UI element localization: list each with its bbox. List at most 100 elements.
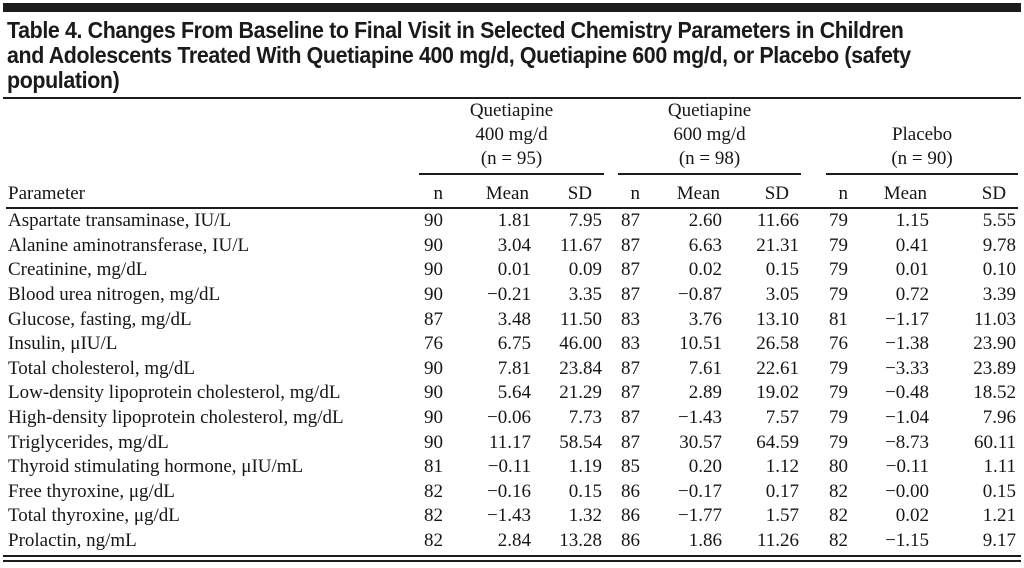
value-cell: −0.11 [487, 456, 531, 478]
column-gap [801, 504, 826, 529]
table-row: Blood urea nitrogen, mg/dL 90 −0.21 3.35 87 −… [6, 283, 1018, 308]
table-row: Insulin, μIU/L 76 6.75 46.00 83 10.51 26.58 76 −… [6, 332, 1018, 357]
bottom-double-rule [3, 555, 1021, 563]
value-cell: 0.15 [982, 480, 1017, 502]
value-cell: 81 [424, 456, 443, 478]
value-cell: 3.76 [688, 308, 723, 330]
group-gap [604, 99, 618, 174]
column-header-row: Parameter n Mean SD n Mean SD n Mean SD [6, 174, 1019, 209]
parameter-cell: Low-density lipoprotein cholesterol, mg/… [8, 382, 341, 404]
value-cell: 7.57 [765, 407, 800, 429]
value-cell: 90 [424, 382, 443, 404]
group-label-line: Quetiapine [667, 100, 752, 121]
table-row: Low-density lipoprotein cholesterol, mg/… [6, 381, 1018, 406]
value-cell: 79 [829, 234, 849, 256]
value-cell: 1.15 [895, 210, 930, 232]
value-cell: 79 [829, 382, 849, 404]
value-cell: 23.90 [973, 333, 1017, 355]
value-cell: 13.10 [756, 308, 800, 330]
value-cell: 1.81 [497, 210, 531, 232]
column-gap [604, 258, 618, 283]
value-cell: 82 [424, 480, 443, 502]
value-cell: 7.95 [568, 210, 603, 232]
q600-sd-header: SD [724, 174, 802, 209]
value-cell: 79 [829, 284, 849, 306]
value-cell: 87 [621, 382, 641, 404]
table-body: Aspartate transaminase, IU/L 90 1.81 7.95 87… [6, 208, 1018, 553]
column-gap [604, 430, 618, 455]
value-cell: 6.75 [497, 333, 531, 355]
value-cell: 0.01 [895, 259, 930, 281]
q400-n-header: n [419, 174, 445, 209]
value-cell: 0.41 [895, 234, 930, 256]
value-cell: 79 [829, 407, 849, 429]
value-cell: 7.73 [568, 407, 603, 429]
value-cell: 13.28 [559, 530, 603, 552]
value-cell: 23.89 [973, 357, 1017, 379]
value-cell: −0.16 [487, 480, 531, 502]
value-cell: 3.48 [497, 308, 531, 330]
table-title: Table 4. Changes From Baseline to Final … [7, 18, 1024, 93]
column-gap [604, 332, 618, 357]
value-cell: 90 [424, 284, 443, 306]
column-gap [801, 480, 826, 505]
group-header-row: Quetiapine 400 mg/d (n = 95) Quetiapine … [6, 99, 1019, 175]
column-gap [604, 208, 618, 234]
value-cell: 90 [424, 407, 443, 429]
value-cell: 90 [424, 234, 443, 256]
value-cell: 87 [621, 407, 641, 429]
value-cell: 1.11 [983, 456, 1017, 478]
value-cell: 83 [621, 333, 641, 355]
value-cell: 64.59 [756, 431, 800, 453]
value-cell: 79 [829, 210, 849, 232]
value-cell: 87 [621, 210, 641, 232]
parameter-cell: Triglycerides, mg/dL [8, 431, 169, 453]
column-gap [801, 234, 826, 259]
table-row: Aspartate transaminase, IU/L 90 1.81 7.95 87… [6, 208, 1018, 234]
value-cell: 90 [424, 259, 443, 281]
value-cell: 9.17 [982, 530, 1017, 552]
column-gap [604, 357, 618, 382]
q600-mean-header: Mean [642, 174, 725, 209]
group-label-line: 400 mg/d [475, 124, 548, 145]
value-cell: −1.17 [885, 308, 930, 330]
value-cell: 80 [829, 456, 849, 478]
value-cell: −1.43 [678, 407, 723, 429]
column-gap [604, 480, 618, 505]
column-gap [604, 283, 618, 308]
parameter-cell: Creatinine, mg/dL [8, 259, 148, 281]
value-cell: 1.21 [982, 505, 1017, 527]
group-header-spacer [6, 99, 419, 174]
value-cell: 3.35 [568, 284, 603, 306]
value-cell: 85 [621, 456, 641, 478]
value-cell: 0.72 [895, 284, 930, 306]
value-cell: 83 [621, 308, 641, 330]
value-cell: 11.67 [559, 234, 603, 256]
value-cell: 18.52 [973, 382, 1017, 404]
value-cell: 87 [621, 431, 641, 453]
column-gap [604, 381, 618, 406]
table-row: Total cholesterol, mg/dL 90 7.81 23.84 87 7.6… [6, 357, 1018, 382]
value-cell: 82 [829, 480, 849, 502]
value-cell: 86 [621, 480, 641, 502]
group-label-line: 600 mg/d [673, 124, 746, 145]
table-row: Triglycerides, mg/dL 90 11.17 58.54 87 30.57 6… [6, 430, 1018, 455]
value-cell: 11.50 [559, 308, 603, 330]
value-cell: 3.05 [765, 284, 800, 306]
table-row: Glucose, fasting, mg/dL 87 3.48 11.50 83 3.76… [6, 307, 1018, 332]
q600-n-header: n [618, 174, 643, 209]
q400-mean-header: Mean [445, 174, 533, 209]
value-cell: −0.87 [678, 284, 723, 306]
value-cell: 9.78 [982, 234, 1017, 256]
value-cell: 82 [829, 530, 849, 552]
value-cell: 2.84 [497, 530, 531, 552]
group-header-quetiapine-400: Quetiapine 400 mg/d (n = 95) [419, 99, 605, 175]
column-gap [604, 455, 618, 480]
placebo-sd-header: SD [931, 174, 1019, 209]
column-gap [801, 381, 826, 406]
value-cell: 11.03 [974, 308, 1017, 330]
value-cell: 22.61 [756, 357, 800, 379]
group-label-line: (n = 98) [678, 148, 741, 169]
column-gap [801, 332, 826, 357]
group-gap [801, 99, 826, 174]
